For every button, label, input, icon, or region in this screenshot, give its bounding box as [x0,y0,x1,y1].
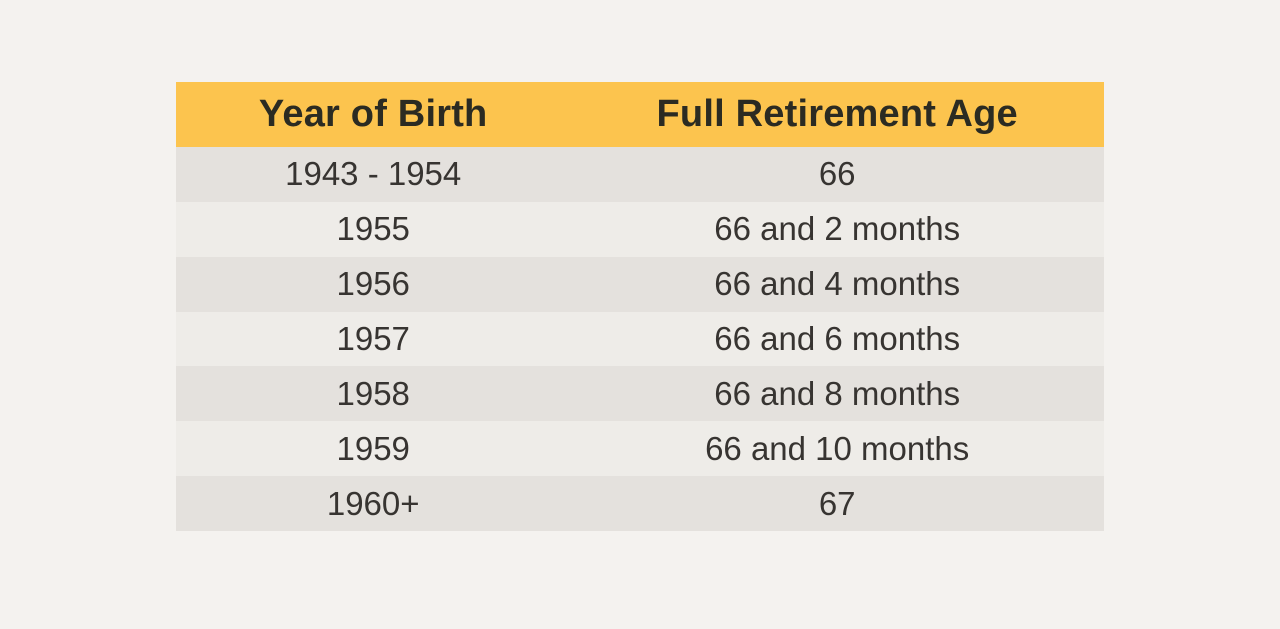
column-header-year-of-birth: Year of Birth [258,93,488,135]
retirement-age-cell: 66 and 2 months [714,210,961,248]
table-body: 1943 - 1954 66 1955 66 and 2 months 1956… [176,147,1104,532]
retirement-age-cell: 66 and 6 months [714,320,961,357]
table-row: 1956 66 and 4 months [176,256,1104,312]
year-of-birth-cell: 1957 [336,320,410,357]
year-of-birth-cell: 1960+ [326,484,420,522]
table-row: 1955 66 and 2 months [176,201,1104,257]
year-of-birth-cell: 1958 [336,374,410,412]
table-row: 1959 66 and 10 months [176,421,1104,477]
table-row: 1957 66 and 6 months [176,311,1104,367]
retirement-age-cell: 66 and 10 months [705,429,970,467]
table-row: 1943 - 1954 66 [176,147,1104,202]
retirement-age-cell: 66 [818,155,856,193]
column-header-full-retirement-age: Full Retirement Age [656,93,1018,135]
retirement-age-cell: 67 [818,484,856,522]
table-header-row: Year of Birth Full Retirement Age [176,82,1104,147]
year-of-birth-cell: 1943 - 1954 [285,155,462,193]
table-row: 1960+ 67 [176,476,1104,532]
retirement-age-cell: 66 and 8 months [714,374,961,412]
retirement-age-table: Year of Birth Full Retirement Age 1943 -… [176,82,1104,532]
table-row: 1958 66 and 8 months [176,366,1104,422]
year-of-birth-cell: 1955 [336,210,410,248]
retirement-age-cell: 66 and 4 months [714,265,961,303]
year-of-birth-cell: 1956 [336,265,410,303]
year-of-birth-cell: 1959 [336,429,410,467]
